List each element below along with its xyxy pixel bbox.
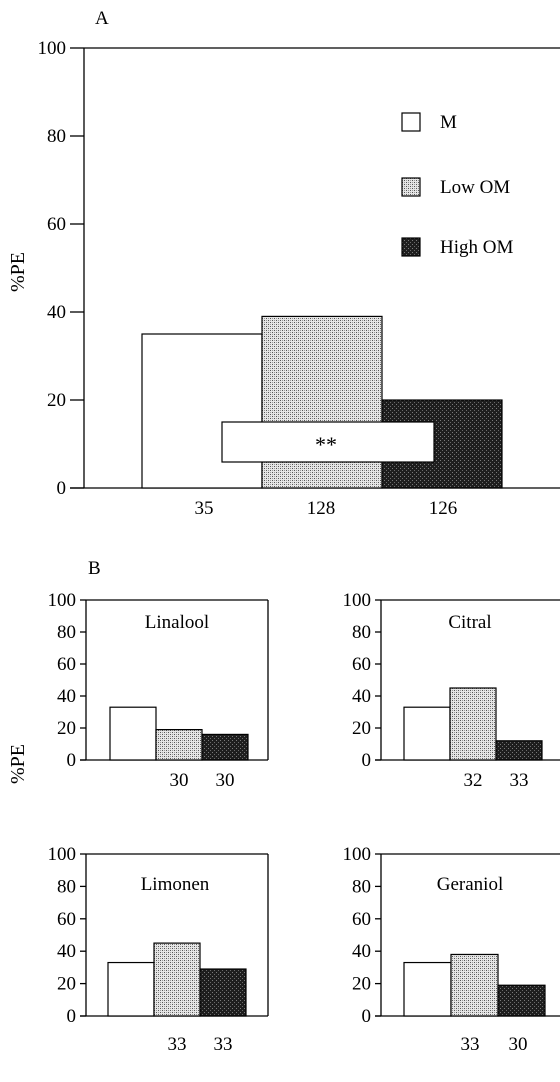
charts-layer: 0 20 40 60 80 100 35 128 126 ** 0 20 40 60 80 100 30 30 Li… [38, 38, 560, 1055]
chart4-x-label: 30 [509, 1034, 528, 1055]
chart0-ytick-label: 60 [47, 214, 66, 235]
chart4-ytick-label: 20 [352, 974, 371, 995]
chart3-ytick-label: 60 [57, 909, 76, 930]
chart4-bar-low-om [450, 953, 499, 1017]
chart1-ytick-label: 20 [57, 718, 76, 739]
chart3-x-label: 33 [168, 1034, 187, 1055]
chart1-bar-low-om [155, 728, 203, 761]
chart1-ytick-label: 0 [67, 750, 77, 771]
chart3-bar-low-om [153, 942, 201, 1017]
panel-b-letter: B [88, 558, 101, 579]
chart3-frame [85, 853, 268, 1016]
chart2-bar-low-om [449, 687, 497, 761]
chart1-ytick-label: 40 [57, 686, 76, 707]
chart1-bar-high-om [201, 733, 249, 761]
chart0-x-label: 35 [195, 498, 214, 519]
chart0-bar-m [141, 333, 263, 489]
chart2-ytick-label: 60 [352, 654, 371, 675]
chart4-ytick-label: 100 [343, 844, 372, 865]
chart0-significance-box [221, 421, 435, 463]
chart4-bar-high-om [497, 984, 546, 1017]
chart1-ytick-label: 60 [57, 654, 76, 675]
chart2-frame [380, 599, 560, 760]
legend-label-high-om: High OM [440, 237, 513, 258]
chart4-ytick-label: 80 [352, 876, 371, 897]
chart2-ytick-label: 40 [352, 686, 371, 707]
panel-b-ylabel: %PE [7, 744, 29, 784]
chart3-ytick-label: 40 [57, 941, 76, 962]
chart3-ytick-label: 80 [57, 876, 76, 897]
chart4-frame [380, 853, 560, 1016]
chart3-bar-high-om [199, 968, 247, 1017]
chart1-bar-m [109, 706, 157, 761]
chart2-subtitle: Citral [448, 612, 491, 633]
panel-a-letter: A [95, 8, 109, 29]
chart4-ytick-label: 60 [352, 909, 371, 930]
panel-a-ylabel: %PE [7, 252, 29, 292]
chart1-x-label: 30 [216, 770, 235, 791]
chart2-ytick-label: 20 [352, 718, 371, 739]
chart0-ytick-label: 20 [47, 390, 66, 411]
chart3-ytick-label: 20 [57, 974, 76, 995]
chart0-ytick-label: 40 [47, 302, 66, 323]
chart1-ytick-label: 80 [57, 622, 76, 643]
chart2-ytick-label: 0 [362, 750, 372, 771]
chart3-subtitle: Limonen [141, 874, 210, 895]
chart2-ytick-label: 80 [352, 622, 371, 643]
chart0-x-label: 126 [429, 498, 458, 519]
legend-label-m: M [440, 112, 457, 133]
chart1-subtitle: Linalool [145, 612, 209, 633]
chart0-ytick-label: 0 [57, 478, 67, 499]
chart3-x-label: 33 [214, 1034, 233, 1055]
chart3-bar-m [107, 961, 155, 1017]
legend-swatch-m [401, 112, 421, 132]
chart0-ytick-label: 100 [38, 38, 67, 59]
chart4-bar-m [403, 961, 452, 1017]
chart1-frame [85, 599, 268, 760]
chart2-bar-m [403, 706, 451, 761]
chart0-frame [83, 47, 560, 488]
legend-swatch-high-om [401, 237, 421, 257]
legend-swatch-low-om [401, 177, 421, 197]
chart2-ytick-label: 100 [343, 590, 372, 611]
chart2-bar-high-om [495, 740, 543, 761]
chart2-x-label: 32 [464, 770, 483, 791]
chart4-x-label: 33 [461, 1034, 480, 1055]
chart3-ytick-label: 0 [67, 1006, 77, 1027]
legend: M Low OM High OM [401, 112, 513, 258]
legend-label-low-om: Low OM [440, 177, 510, 198]
chart2-x-label: 33 [510, 770, 529, 791]
chart4-subtitle: Geraniol [437, 874, 503, 895]
chart1-ytick-label: 100 [48, 590, 77, 611]
chart0-significance-marker: ** [315, 432, 337, 457]
chart0-ytick-label: 80 [47, 126, 66, 147]
chart3-ytick-label: 100 [48, 844, 77, 865]
chart4-ytick-label: 40 [352, 941, 371, 962]
chart1-x-label: 30 [170, 770, 189, 791]
chart0-x-label: 128 [307, 498, 336, 519]
chart4-ytick-label: 0 [362, 1006, 372, 1027]
